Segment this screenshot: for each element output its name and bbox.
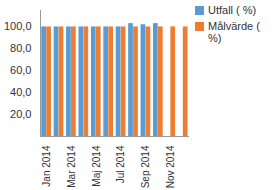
svg-text:20,0: 20,0 (10, 108, 31, 120)
svg-text:80,0: 80,0 (10, 42, 31, 54)
svg-text:Jul 2014: Jul 2014 (115, 145, 126, 183)
svg-text:Sep 2014: Sep 2014 (140, 145, 151, 188)
svg-text:Mar 2014: Mar 2014 (66, 145, 77, 188)
html-text:Målvärde ( %): Målvärde ( %) (208, 20, 260, 44)
svg-text:Nov 2014: Nov 2014 (165, 145, 176, 188)
svg-text:Maj 2014: Maj 2014 (91, 145, 102, 187)
svg-text:40,0: 40,0 (10, 86, 31, 98)
html-text:Utfall ( %): Utfall ( %) (208, 4, 257, 16)
svg-text:60,0: 60,0 (10, 64, 31, 76)
svg-text:Jan 2014: Jan 2014 (41, 145, 52, 187)
svg-text:100,0: 100,0 (4, 20, 32, 32)
